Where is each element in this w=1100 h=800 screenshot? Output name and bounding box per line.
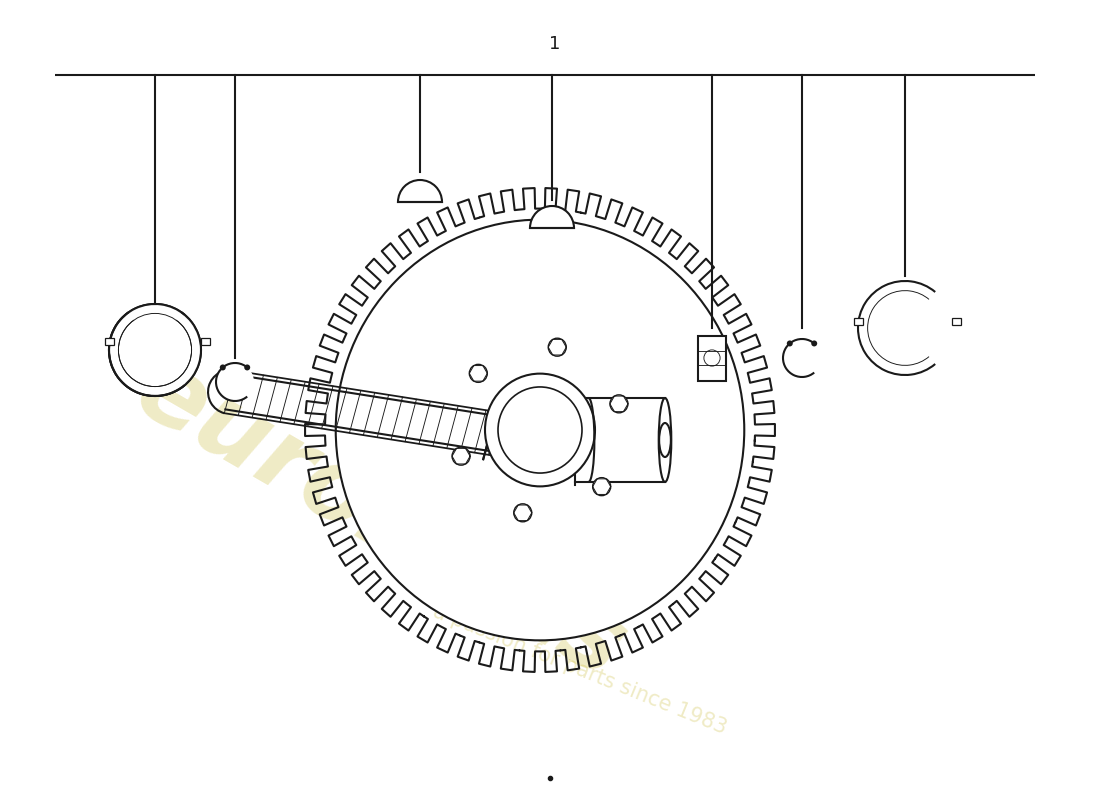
Circle shape xyxy=(786,341,793,346)
Circle shape xyxy=(783,339,821,377)
Circle shape xyxy=(514,504,531,522)
Ellipse shape xyxy=(336,220,745,640)
Text: a passion for parts since 1983: a passion for parts since 1983 xyxy=(430,602,729,738)
Circle shape xyxy=(811,341,817,346)
Wedge shape xyxy=(530,206,574,228)
Bar xyxy=(104,338,113,345)
Circle shape xyxy=(452,447,470,465)
Circle shape xyxy=(858,281,952,375)
Circle shape xyxy=(109,304,201,396)
Bar xyxy=(698,335,726,381)
Text: euroParts: euroParts xyxy=(119,341,641,699)
Circle shape xyxy=(593,478,611,496)
Bar xyxy=(201,338,210,345)
Circle shape xyxy=(548,338,566,356)
Circle shape xyxy=(220,365,225,370)
Bar xyxy=(952,318,961,325)
Circle shape xyxy=(470,364,487,382)
Text: 1: 1 xyxy=(549,35,561,53)
Bar xyxy=(854,318,862,325)
Ellipse shape xyxy=(659,398,671,482)
Ellipse shape xyxy=(485,374,595,486)
Circle shape xyxy=(244,365,250,370)
Circle shape xyxy=(109,304,201,396)
Wedge shape xyxy=(398,180,442,202)
Circle shape xyxy=(609,395,628,413)
Circle shape xyxy=(216,363,254,401)
